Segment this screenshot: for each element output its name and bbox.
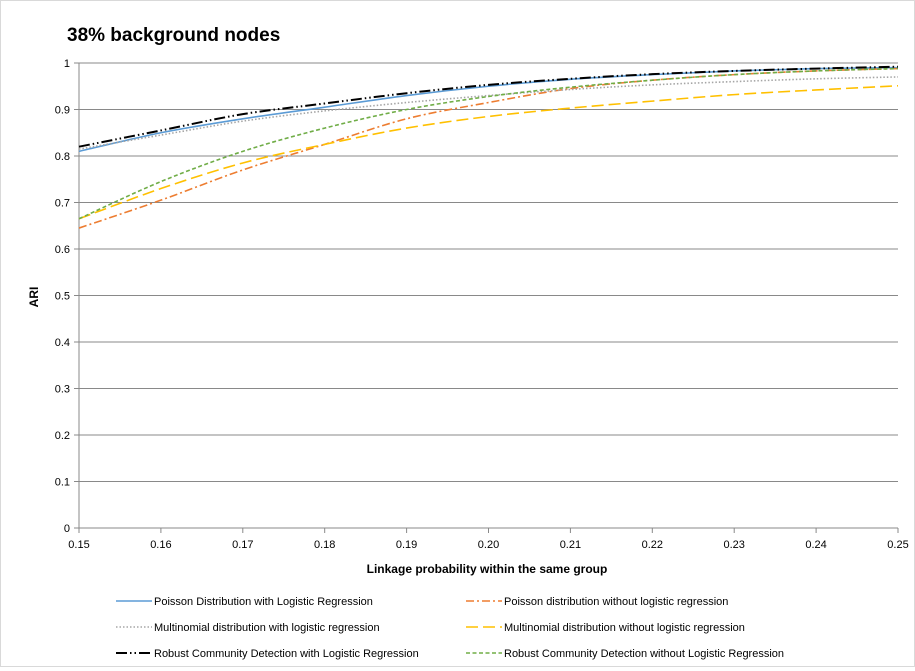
legend-label: Robust Community Detection with Logistic… [154, 648, 419, 660]
y-tick-label: 0.4 [55, 337, 70, 349]
x-tick-label: 0.20 [478, 539, 499, 551]
x-tick-label: 0.23 [723, 539, 744, 551]
x-tick-label: 0.18 [314, 539, 335, 551]
x-tick-label: 0.21 [560, 539, 581, 551]
legend-label: Multinomial distribution without logisti… [504, 622, 745, 634]
x-tick-label: 0.16 [150, 539, 171, 551]
legend: Poisson Distribution with Logistic Regre… [116, 596, 784, 660]
series-line-6 [78, 67, 899, 220]
x-tick-label: 0.15 [68, 539, 89, 551]
y-tick-label: 0.3 [55, 384, 70, 396]
series-line-1 [78, 66, 899, 153]
chart-title: 38% background nodes [67, 25, 280, 46]
grid-layer [79, 62, 898, 482]
series-line-5 [78, 65, 899, 148]
y-tick-label: 0.1 [55, 477, 70, 489]
series-line-3 [78, 76, 899, 150]
series-line-4 [78, 84, 899, 220]
series-line-2 [78, 67, 899, 229]
series-layer [78, 65, 899, 229]
axis-layer: 0 0.1 0.2 0.3 0.4 0.5 0.6 0.7 0.8 0.9 1 0.15 0.16 0.1… [55, 58, 909, 551]
y-tick-label: 0.7 [55, 198, 70, 210]
legend-label: Robust Community Detection without Logis… [504, 648, 784, 660]
x-tick-label: 0.24 [805, 539, 826, 551]
x-tick-label: 0.17 [232, 539, 253, 551]
y-tick-label: 0.8 [55, 151, 70, 163]
x-tick-label: 0.25 [887, 539, 908, 551]
legend-label: Multinomial distribution with logistic r… [154, 622, 380, 634]
x-tick-label: 0.22 [642, 539, 663, 551]
y-tick-label: 0.9 [55, 105, 70, 117]
y-tick-label: 0 [64, 523, 70, 535]
y-tick-label: 0.6 [55, 244, 70, 256]
y-tick-label: 1 [64, 58, 70, 70]
y-tick-label: 0.5 [55, 291, 70, 303]
x-axis-title: Linkage probability within the same grou… [367, 562, 608, 576]
legend-label: Poisson Distribution with Logistic Regre… [154, 596, 373, 608]
y-tick-label: 0.2 [55, 430, 70, 442]
y-axis-title: ARI [27, 287, 41, 308]
x-tick-label: 0.19 [396, 539, 417, 551]
legend-label: Poisson distribution without logistic re… [504, 596, 728, 608]
